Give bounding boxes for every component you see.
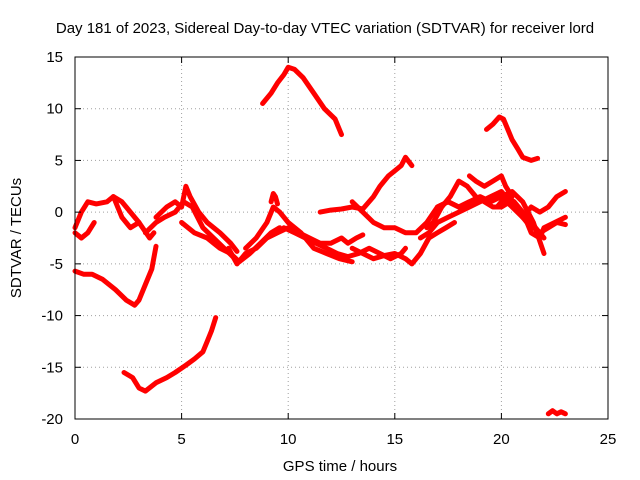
plot-frame <box>74 56 609 420</box>
series-trace-25 <box>545 408 568 417</box>
series-trace-12 <box>260 64 344 138</box>
series-trace-7 <box>153 183 240 254</box>
x-tick-label-1: 5 <box>177 431 185 448</box>
x-axis-label: GPS time / hours <box>283 458 397 475</box>
series-trace-10 <box>243 204 355 265</box>
x-tick-label-2: 10 <box>280 431 297 448</box>
y-tick-label-6: -15 <box>41 359 63 376</box>
series-trace-21 <box>484 114 541 163</box>
x-tick-label-5: 25 <box>600 431 617 448</box>
plot-border <box>74 56 609 420</box>
y-tick-label-0: 15 <box>46 49 63 66</box>
series-trace-4 <box>110 194 142 225</box>
x-tick-label-3: 15 <box>386 431 403 448</box>
series-trace-5 <box>121 315 219 394</box>
series-trace-24 <box>520 189 568 220</box>
y-tick-label-1: 10 <box>46 101 63 118</box>
data-series <box>72 64 568 417</box>
y-tick-label-4: -5 <box>50 256 63 273</box>
x-tick-label-4: 20 <box>493 431 510 448</box>
y-tick-label-3: 0 <box>55 204 63 221</box>
y-tick-label-5: -10 <box>41 308 63 325</box>
series-trace-16 <box>349 220 457 267</box>
series-trace-14 <box>317 154 415 215</box>
series-trace-6 <box>142 199 238 262</box>
series-trace-19 <box>434 189 547 256</box>
chart-title: Day 181 of 2023, Sidereal Day-to-day VTE… <box>56 20 594 37</box>
series-trace-23 <box>498 194 568 236</box>
series-trace-3 <box>72 220 97 241</box>
y-axis-ticks: 15 10 5 0 -5 -10 -15 -20 <box>41 49 608 428</box>
x-tick-label-0: 0 <box>71 431 79 448</box>
series-trace-2 <box>72 243 159 308</box>
series-trace-20 <box>466 173 515 200</box>
x-axis-ticks: 0 5 10 15 20 25 <box>71 57 617 448</box>
series-trace-13 <box>281 225 408 262</box>
y-tick-label-7: -20 <box>41 411 63 428</box>
y-tick-label-2: 5 <box>55 152 63 169</box>
y-axis-label: SDTVAR / TECUs <box>8 178 25 298</box>
series-trace-11 <box>268 191 280 207</box>
